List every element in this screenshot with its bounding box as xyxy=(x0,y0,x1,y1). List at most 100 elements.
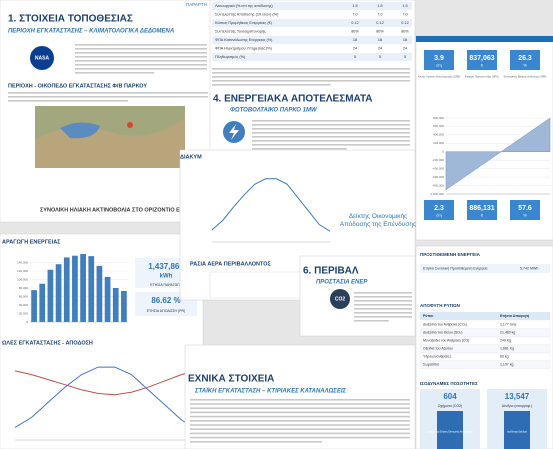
text-line xyxy=(75,60,207,62)
text-line xyxy=(212,84,331,86)
y-tick-label: 120,000 xyxy=(17,269,28,273)
text-line xyxy=(354,308,412,310)
equiv-caption: Ισοδύναμα Δένδρα xyxy=(507,431,528,434)
equiv-title: ΙΣΟΔΥΝΑΜΕΣ ΠΟΣΟΤΗΤΕΣ xyxy=(420,381,478,386)
map-pin xyxy=(127,122,133,128)
emissions-page: ΠΡΟΣΤΙΘΕΜΕΝΗ ΕΝΕΡΓΕΙΑ Ετήσια Συνολική Πρ… xyxy=(415,245,553,449)
y-tick-label: 0 xyxy=(442,150,444,154)
bar xyxy=(80,254,86,322)
text-line xyxy=(354,292,412,294)
text-line xyxy=(212,76,410,78)
text-line xyxy=(252,136,410,138)
y-tick-label: 20,000 xyxy=(19,311,29,315)
cell: 5 xyxy=(354,55,356,59)
row xyxy=(212,53,412,61)
text-line xyxy=(354,296,412,298)
location-page: ΠΑΡΑΡΤΗ 1. ΣΤΟΙΧΕΙΑ ΤΟΠΟΘΕΣΙΑΣ ΠΕΡΙΟΧΗ Ε… xyxy=(0,0,216,223)
text-line xyxy=(75,56,207,58)
text-line xyxy=(354,304,412,306)
row xyxy=(419,328,551,337)
y-tick-label: -600,000 xyxy=(432,175,444,179)
avoid-title: ΑΠΟΦΥΓΗ ΡΥΠΩΝ xyxy=(420,303,460,308)
bar xyxy=(112,288,119,322)
cell: 5,742 MWh xyxy=(520,266,538,270)
text-line xyxy=(190,415,410,418)
y-tick-label: -400,000 xyxy=(432,166,444,170)
stat-box xyxy=(510,200,540,220)
row xyxy=(419,336,551,345)
cell: Συντελεστής Απόδοσης (19 ετών) (%) xyxy=(215,13,279,17)
text-line xyxy=(190,411,410,414)
cell: Διοξείδιο του Θείου (SO₂) xyxy=(423,331,462,335)
text-line xyxy=(252,132,410,134)
header-row xyxy=(420,312,550,320)
subtitle: ΦΩΤΟΒΟΛΤΑΙΚΟ ΠΑΡΚΟ 1MW xyxy=(230,108,318,114)
cell: 0.12 xyxy=(376,21,383,25)
row xyxy=(212,10,412,19)
cell: 1,177 tons xyxy=(500,323,517,327)
bar xyxy=(104,276,111,322)
cell: 0.12 xyxy=(401,21,408,25)
text-line xyxy=(75,64,207,66)
bar xyxy=(47,269,54,322)
stat-unit: € xyxy=(481,63,484,68)
y-tick-label: 0 xyxy=(26,320,28,324)
cell: Κόστος Προμήθειας Ενέργειας (€) xyxy=(215,21,273,25)
cell: 21,480 kg xyxy=(500,331,515,335)
cell: 80% xyxy=(351,30,359,34)
row xyxy=(419,352,551,361)
icon-bolt xyxy=(229,124,239,140)
cell: ΦΠΑ Κατανάλωσης Ενέργειας (%) xyxy=(215,38,273,42)
text-line xyxy=(190,403,410,405)
investment-index-text: Δείκτης Οικονομικής xyxy=(349,212,407,220)
equiv-label: Οχήματα (CO2) xyxy=(438,404,462,408)
row xyxy=(212,19,412,27)
losses-title: ΩΛΕΣ ΕΓΚΑΤΑΣΤΑΣΗΣ - ΑΠΟΔΟΣΗ xyxy=(2,340,93,346)
stat-unit: kWh xyxy=(160,274,173,280)
equiv-value: 604 xyxy=(443,392,457,401)
text-line xyxy=(190,420,410,422)
text-line xyxy=(190,441,322,443)
stat-unit: % xyxy=(523,213,527,218)
y-tick-label: -200,000 xyxy=(432,158,444,162)
title: 6. ΠΕΡΙΒΑΛ xyxy=(303,266,359,277)
cell: 18 xyxy=(353,38,357,42)
row xyxy=(212,44,412,53)
subtitle: ΠΡΟΣΤΑΣΙΑ ΕΝΕΡ xyxy=(316,280,368,286)
cell: 249 Kg xyxy=(500,339,511,343)
area xyxy=(445,117,551,191)
technical-page: ΕΧΝΙΚΑ ΣΤΟΙΧΕΙΑ ΣΤΑΪΚΗ ΕΓΚΑΤΑΣΤΑΣΗ – ΚΤΙ… xyxy=(184,344,416,449)
cell: 0.12 xyxy=(351,21,358,25)
cell: Υδρογονάνθρακες xyxy=(423,355,452,359)
header-cell: Ετήσια Αποφυγή xyxy=(500,314,529,318)
line xyxy=(14,369,199,396)
subtitle: ΠΕΡΙΟΧΗ ΕΓΚΑΤΑΣΤΑΣΗΣ – ΚΛΙΜΑΤΟΛΟΓΙΚΑ ΔΕΔ… xyxy=(8,29,174,35)
investment-index: Δείκτης Οικονομικής Απόδοσης της Επένδυση… xyxy=(340,212,416,228)
cell: Ετήσια Συνολική Προστιθέμενη Ενέργεια xyxy=(423,266,487,270)
text-line xyxy=(190,399,410,401)
cell: 1.5 xyxy=(402,4,407,8)
cell: 7.0 xyxy=(377,13,382,17)
text-line xyxy=(252,128,410,130)
y-tick-label: -800,000 xyxy=(432,183,444,187)
equiv-value: 13,547 xyxy=(505,392,530,401)
text-line xyxy=(354,300,412,302)
stat-label: Εσωτερικός Βαθμός Απόδοσης (IRR) xyxy=(504,75,547,79)
text-line xyxy=(252,144,410,146)
cell: 24 xyxy=(378,47,382,51)
cell: 1,861 Kg xyxy=(500,347,514,351)
text-line xyxy=(190,424,410,426)
stat-unit: % xyxy=(523,63,527,68)
y-tick-label: 600,000 xyxy=(433,124,444,128)
row xyxy=(212,27,412,36)
text-line xyxy=(8,100,128,102)
y-tick-label: 400,000 xyxy=(433,133,444,137)
stat-label: ΕΤΗΣΙΑ ΑΠΟΔΟΣΗ (PR) xyxy=(147,309,185,313)
cell: 80% xyxy=(401,30,409,34)
title: ΕΧΝΙΚΑ ΣΤΟΙΧΕΙΑ xyxy=(188,374,274,385)
y-tick-label: 40,000 xyxy=(19,303,29,307)
text-line xyxy=(190,436,410,439)
production-page: ΑΡΑΓΩΓΗ ΕΝΕΡΓΕΙΑΣ 1,437,866 kWh ΕΤΗΣΙΑ Π… xyxy=(0,233,204,449)
page xyxy=(184,344,416,449)
